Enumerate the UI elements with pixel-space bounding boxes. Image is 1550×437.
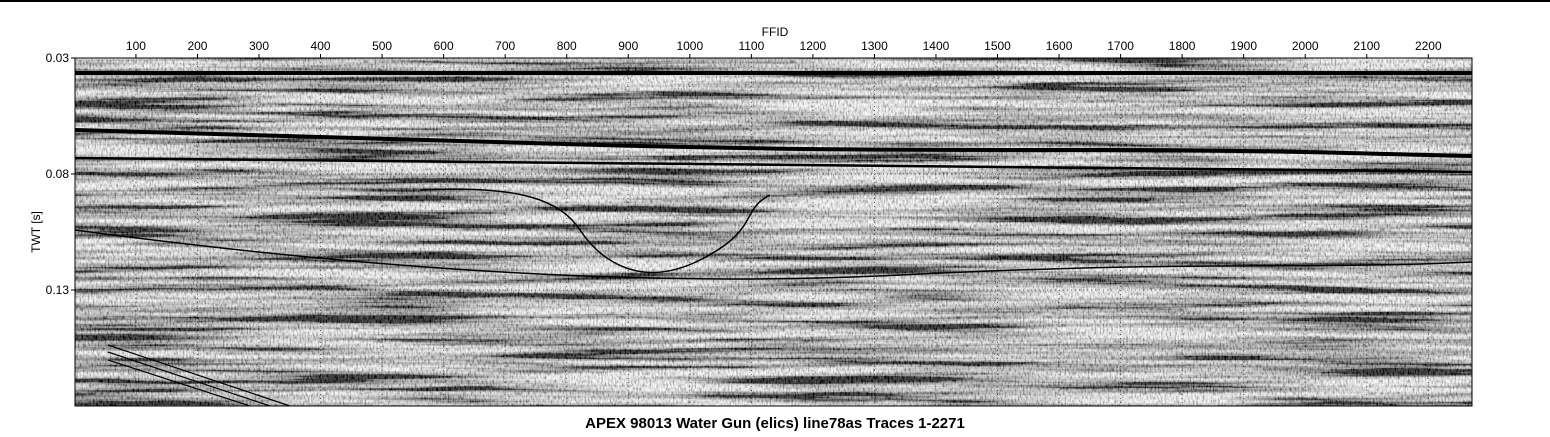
- reflector: [75, 229, 1472, 280]
- y-tick-label: 0.03: [46, 51, 70, 65]
- diffraction: [107, 344, 291, 406]
- x-tick-label: 2100: [1353, 39, 1380, 53]
- x-tick-label: 1300: [861, 39, 888, 53]
- seismic-section: [75, 58, 1472, 406]
- reflectors: [75, 71, 1472, 406]
- x-tick-label: 300: [249, 39, 269, 53]
- x-tick-label: 600: [434, 39, 454, 53]
- x-tick-label: 700: [495, 39, 515, 53]
- x-axis-label: FFID: [762, 25, 789, 39]
- x-tick-label: 1900: [1230, 39, 1257, 53]
- reflector: [75, 128, 1472, 158]
- x-tick-label: 800: [557, 39, 577, 53]
- x-tick-label: 1100: [738, 39, 764, 53]
- x-tick-label: 1700: [1107, 39, 1134, 53]
- x-tick-label: 900: [618, 39, 638, 53]
- y-axis-label: TWT [s]: [29, 211, 43, 253]
- x-tick-label: 1500: [984, 39, 1011, 53]
- x-tick-label: 1400: [923, 39, 950, 53]
- y-tick-label: 0.08: [46, 167, 70, 181]
- x-tick-label: 2200: [1415, 39, 1442, 53]
- x-tick-label: 200: [187, 39, 207, 53]
- seismic-noise: [75, 58, 1472, 406]
- y-tick-label: 0.13: [46, 283, 70, 297]
- x-tick-label: 1000: [676, 39, 703, 53]
- plot-frame: [74, 57, 1473, 407]
- reflector: [419, 188, 771, 274]
- x-tick-label: 1200: [800, 39, 827, 53]
- x-tick-label: 2000: [1292, 39, 1319, 53]
- x-tick-label: 1800: [1169, 39, 1196, 53]
- reflector: [75, 156, 1472, 174]
- x-tick-label: 100: [126, 39, 146, 53]
- chart-title: APEX 98013 Water Gun (elics) line78as Tr…: [585, 415, 965, 432]
- x-tick-label: 1600: [1046, 39, 1073, 53]
- x-tick-label: 500: [372, 39, 392, 53]
- x-tick-label: 400: [311, 39, 331, 53]
